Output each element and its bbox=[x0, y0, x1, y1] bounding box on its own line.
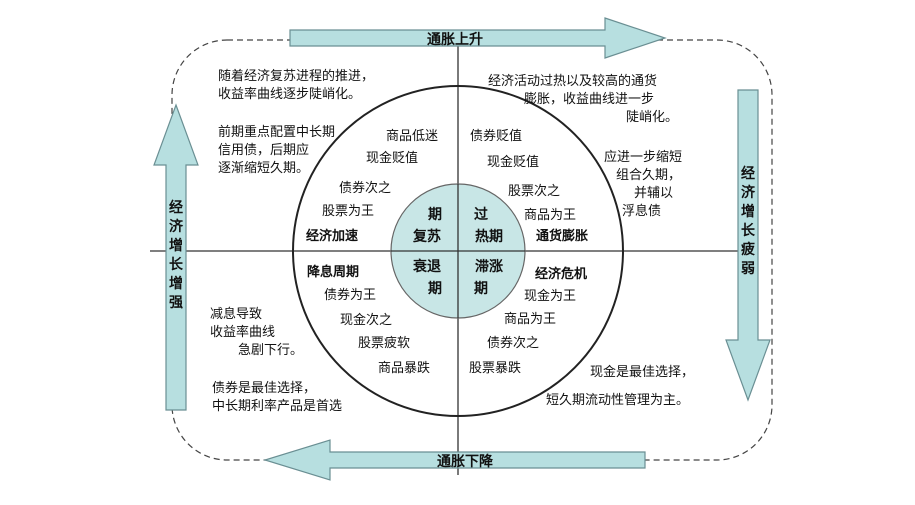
bottom-arrow bbox=[262, 439, 646, 481]
ring-text: 商品低迷 bbox=[386, 129, 438, 144]
ring-text: 债券次之 bbox=[487, 335, 539, 351]
corner-text: 前期重点配置中长期 bbox=[218, 124, 335, 140]
corner-text: 浮息债 bbox=[622, 203, 661, 219]
ring-text: 股票次之 bbox=[508, 183, 560, 199]
corner-bottom-right: 现金是最佳选择， 短久期流动性管理为主。 bbox=[546, 364, 694, 408]
ring-text: 商品暴跌 bbox=[378, 360, 430, 376]
center-text: 热期 bbox=[475, 228, 503, 245]
corner-text: 应进一步缩短 bbox=[604, 149, 682, 165]
ring-text: 商品为王 bbox=[524, 208, 576, 223]
corner-text: 急剧下行。 bbox=[238, 343, 303, 358]
corner-text: 债券是最佳选择， bbox=[212, 380, 316, 396]
left-arrow-char: 强 bbox=[169, 295, 183, 311]
corner-bottom-left: 减息导致 收益率曲线 急剧下行。 债券是最佳选择， 中长期利率产品是首选 bbox=[210, 306, 342, 414]
corner-text: 组合久期， bbox=[616, 168, 681, 183]
right-arrow-char: 长 bbox=[741, 222, 756, 239]
center-top-left: 期 复苏 bbox=[412, 207, 442, 245]
center-text: 衰退 bbox=[412, 258, 441, 275]
left-arrow-char: 增 bbox=[169, 275, 183, 292]
ring-text: 现金贬值 bbox=[487, 154, 539, 170]
ring-text: 现金贬值 bbox=[366, 150, 418, 166]
corner-text: 短久期流动性管理为主。 bbox=[546, 393, 689, 408]
left-arrow bbox=[153, 103, 199, 411]
corner-text: 陡峭化。 bbox=[626, 110, 678, 125]
corner-top-right: 经济活动过热以及较高的通货 膨胀，收益曲线进一步 陡峭化。 应进一步缩短 组合久… bbox=[488, 73, 682, 219]
right-arrow-label: 经 济 增 长 疲 弱 bbox=[741, 165, 756, 277]
left-arrow-char: 长 bbox=[169, 256, 184, 273]
phase-label: 经济加速 bbox=[306, 228, 358, 244]
ring-quadrant-top-right: 债券贬值 现金贬值 股票次之 商品为王 通货膨胀 bbox=[470, 128, 588, 244]
ring-text: 股票暴跌 bbox=[469, 360, 521, 376]
ring-quadrant-top-left: 商品低迷 现金贬值 债券次之 股票为王 经济加速 bbox=[306, 129, 438, 244]
corner-top-left: 随着经济复苏进程的推进， 收益率曲线逐步陡峭化。 前期重点配置中长期 信用债，后… bbox=[218, 68, 374, 176]
ring-quadrant-bottom-right: 经济危机 现金为王 商品为王 债券次之 股票暴跌 bbox=[469, 266, 587, 376]
ring-text: 债券为王 bbox=[324, 287, 376, 303]
center-text: 复苏 bbox=[412, 228, 441, 245]
right-arrow-char: 疲 bbox=[741, 241, 755, 258]
corner-text: 中长期利率产品是首选 bbox=[212, 398, 342, 414]
center-text: 过 bbox=[474, 206, 488, 223]
ring-text: 商品为王 bbox=[504, 312, 556, 327]
ring-quadrant-bottom-left: 降息周期 债券为王 现金次之 股票疲软 商品暴跌 bbox=[307, 264, 430, 376]
center-text: 滞涨 bbox=[475, 258, 503, 275]
corner-text: 并辅以 bbox=[634, 186, 673, 201]
ring-text: 股票疲软 bbox=[358, 335, 410, 351]
left-arrow-label: 经 济 增 长 增 强 bbox=[169, 199, 184, 311]
phase-label: 经济危机 bbox=[535, 266, 587, 282]
right-arrow-char: 增 bbox=[741, 203, 755, 220]
right-arrow-char: 经 bbox=[741, 165, 755, 182]
top-arrow bbox=[289, 17, 667, 59]
right-arrow bbox=[725, 89, 771, 402]
center-text: 期 bbox=[428, 207, 442, 223]
left-arrow-char: 经 bbox=[169, 199, 183, 216]
corner-text: 收益率曲线逐步陡峭化。 bbox=[218, 86, 361, 102]
corner-text: 膨胀，收益曲线进一步 bbox=[524, 92, 654, 107]
ring-text: 债券次之 bbox=[339, 180, 391, 196]
corner-text: 信用债，后期应 bbox=[218, 142, 309, 158]
phase-label: 通货膨胀 bbox=[536, 228, 588, 244]
corner-text: 逐渐缩短久期。 bbox=[218, 160, 309, 176]
center-bottom-right: 滞涨 期 bbox=[474, 258, 503, 297]
corner-text: 随着经济复苏进程的推进， bbox=[218, 68, 374, 84]
center-top-right: 过 热期 bbox=[474, 206, 503, 245]
corner-text: 经济活动过热以及较高的通货 bbox=[488, 73, 657, 89]
corner-text: 减息导致 bbox=[210, 306, 262, 322]
center-text: 期 bbox=[428, 281, 442, 297]
center-text: 期 bbox=[474, 281, 488, 297]
corner-text: 收益率曲线 bbox=[210, 324, 275, 340]
ring-text: 股票为王 bbox=[322, 204, 374, 219]
left-arrow-char: 增 bbox=[169, 237, 183, 254]
outer-circle bbox=[292, 85, 624, 417]
top-arrow-label: 通胀上升 bbox=[427, 31, 483, 48]
phase-label: 降息周期 bbox=[307, 264, 359, 280]
right-arrow-char: 济 bbox=[741, 184, 756, 201]
corner-text: 现金是最佳选择， bbox=[590, 364, 694, 380]
ring-text: 现金为王 bbox=[524, 288, 576, 304]
left-arrow-char: 济 bbox=[169, 218, 184, 235]
bottom-arrow-label: 通胀下降 bbox=[437, 453, 494, 470]
center-bottom-left: 衰退 期 bbox=[412, 258, 442, 297]
ring-text: 债券贬值 bbox=[470, 128, 522, 144]
right-arrow-char: 弱 bbox=[741, 261, 755, 277]
ring-text: 现金次之 bbox=[340, 312, 392, 328]
